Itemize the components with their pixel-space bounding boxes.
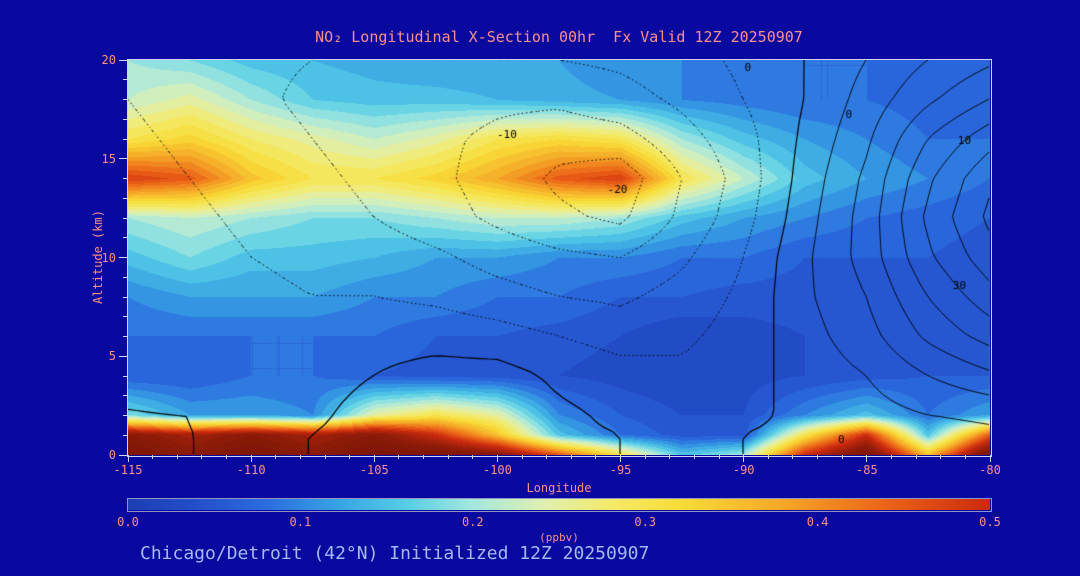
y-minor-tick-mark [123, 415, 127, 416]
x-minor-tick-mark [472, 455, 474, 459]
y-tick-mark [119, 59, 127, 61]
x-tick-label: -100 [482, 463, 512, 477]
x-minor-tick-mark [792, 455, 794, 459]
y-minor-tick-mark [123, 434, 127, 436]
y-minor-tick-mark [123, 79, 127, 81]
x-tick-mark [250, 455, 252, 462]
colorbar-canvas [128, 499, 990, 510]
x-minor-tick-mark [201, 455, 203, 459]
y-minor-tick-mark [123, 197, 127, 199]
y-minor-tick-mark [123, 118, 127, 120]
y-minor-tick-mark [123, 237, 127, 239]
x-minor-tick-mark [299, 455, 301, 459]
x-minor-tick-mark [890, 455, 892, 459]
y-minor-tick-mark [123, 178, 127, 179]
x-minor-tick-mark [767, 455, 769, 459]
x-minor-tick-mark [940, 455, 942, 459]
x-minor-tick-mark [570, 455, 572, 459]
x-minor-tick-mark [669, 455, 671, 459]
y-minor-tick-mark [123, 276, 127, 278]
x-minor-tick-mark [644, 455, 646, 459]
x-minor-tick-mark [817, 455, 819, 459]
y-tick-label: 0 [108, 448, 116, 462]
y-minor-tick-mark [123, 99, 127, 100]
y-minor-tick-mark [123, 395, 127, 397]
colorbar-tick-label: 0.2 [461, 515, 484, 529]
y-tick-mark [119, 158, 127, 160]
x-tick-mark [496, 455, 498, 462]
x-tick-mark [127, 455, 129, 462]
x-minor-tick-mark [521, 455, 523, 459]
x-tick-label: -95 [609, 463, 632, 477]
x-minor-tick-mark [546, 455, 548, 459]
y-tick-mark [119, 454, 127, 456]
y-tick-label: 20 [101, 53, 116, 67]
x-minor-tick-mark [349, 455, 351, 459]
colorbar-label: (ppbv) [539, 531, 579, 544]
x-tick-mark [373, 455, 375, 462]
x-minor-tick-mark [152, 455, 154, 459]
x-minor-tick-mark [398, 455, 400, 459]
x-minor-tick-mark [595, 455, 597, 459]
colorbar-tick-label: 0.1 [289, 515, 312, 529]
x-minor-tick-mark [447, 455, 449, 459]
y-minor-tick-mark [123, 316, 127, 318]
x-tick-label: -80 [979, 463, 1001, 477]
x-minor-tick-mark [176, 455, 178, 459]
colorbar-tick-label: 0.4 [806, 515, 829, 529]
y-tick-label: 10 [101, 250, 116, 265]
footer-title: Chicago/Detroit (42°N) Initialized 12Z 2… [140, 543, 650, 564]
x-minor-tick-mark [423, 455, 425, 459]
x-axis-label: Longitude [526, 481, 592, 495]
x-minor-tick-mark [718, 455, 720, 459]
y-minor-tick-mark [123, 296, 127, 298]
x-tick-mark [620, 455, 622, 462]
cross-section-heatmap-canvas [128, 60, 990, 455]
x-tick-label: -90 [732, 463, 755, 477]
x-tick-mark [866, 455, 868, 462]
colorbar-tick-label: 0.0 [117, 515, 139, 529]
x-tick-label: -85 [856, 463, 878, 477]
x-minor-tick-mark [964, 455, 966, 459]
x-tick-mark [743, 455, 745, 462]
colorbar-tick-label: 0.3 [634, 515, 657, 529]
y-tick-mark [119, 355, 127, 357]
x-minor-tick-mark [915, 455, 917, 459]
x-minor-tick-mark [324, 455, 326, 459]
y-minor-tick-mark [123, 138, 127, 140]
colorbar-tick-label: 0.5 [979, 515, 1001, 529]
x-minor-tick-mark [693, 455, 695, 459]
y-tick-mark [119, 257, 127, 258]
plot-title: NO₂ Longitudinal X-Section 00hr Fx Valid… [315, 28, 803, 46]
x-minor-tick-mark [275, 455, 277, 459]
x-tick-label: -110 [236, 463, 266, 477]
y-minor-tick-mark [123, 375, 127, 377]
x-tick-mark [989, 455, 991, 462]
y-tick-label: 15 [101, 151, 116, 166]
x-minor-tick-mark [226, 455, 227, 459]
x-tick-label: -105 [359, 463, 389, 477]
y-tick-label: 5 [108, 349, 116, 364]
y-minor-tick-mark [123, 336, 127, 337]
y-minor-tick-mark [123, 217, 127, 219]
x-minor-tick-mark [841, 455, 843, 459]
x-tick-label: -115 [113, 463, 143, 477]
